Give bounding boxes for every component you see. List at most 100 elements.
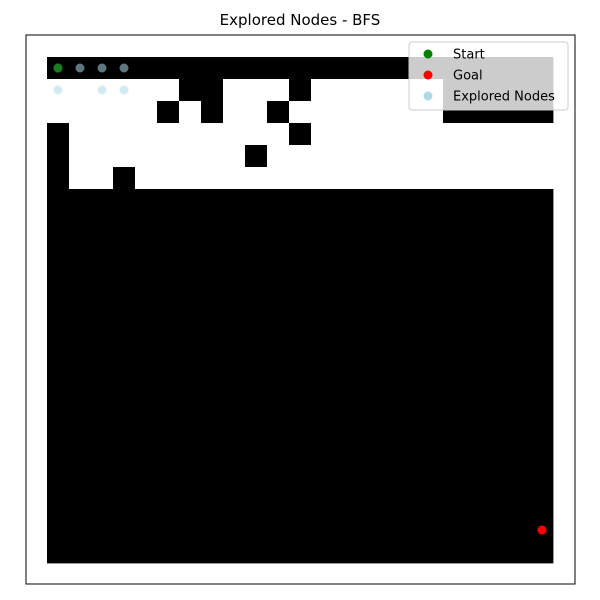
wall-cell: [487, 475, 510, 498]
wall-cell: [421, 365, 444, 388]
wall-cell: [333, 541, 356, 564]
wall-cell: [399, 255, 422, 278]
wall-cell: [311, 365, 334, 388]
wall-cell: [223, 299, 246, 322]
free-cell: [311, 145, 334, 168]
wall-cell: [69, 343, 92, 366]
free-cell: [355, 101, 378, 124]
wall-cell: [91, 299, 114, 322]
wall-cell: [509, 475, 532, 498]
wall-cell: [267, 277, 290, 300]
wall-cell: [487, 233, 510, 256]
wall-cell: [113, 255, 136, 278]
wall-cell: [113, 497, 136, 520]
wall-cell: [531, 233, 554, 256]
wall-cell: [47, 255, 70, 278]
wall-cell: [267, 211, 290, 234]
wall-cell: [245, 299, 268, 322]
wall-cell: [47, 321, 70, 344]
wall-cell: [69, 387, 92, 410]
wall-cell: [377, 189, 400, 212]
wall-cell: [157, 541, 180, 564]
free-cell: [487, 123, 510, 146]
explored-node-point: [97, 85, 107, 95]
wall-cell: [201, 79, 224, 102]
wall-cell: [91, 255, 114, 278]
free-cell: [245, 101, 268, 124]
wall-cell: [113, 277, 136, 300]
wall-cell: [421, 431, 444, 454]
wall-cell: [157, 277, 180, 300]
wall-cell: [399, 475, 422, 498]
wall-cell: [267, 321, 290, 344]
free-cell: [509, 123, 532, 146]
wall-cell: [421, 519, 444, 542]
wall-cell: [135, 299, 158, 322]
wall-cell: [333, 431, 356, 454]
wall-cell: [531, 453, 554, 476]
free-cell: [465, 123, 488, 146]
wall-cell: [289, 299, 312, 322]
wall-cell: [113, 519, 136, 542]
wall-cell: [69, 475, 92, 498]
wall-cell: [69, 541, 92, 564]
wall-cell: [157, 409, 180, 432]
wall-cell: [245, 211, 268, 234]
wall-cell: [47, 365, 70, 388]
wall-cell: [267, 409, 290, 432]
wall-cell: [245, 541, 268, 564]
free-cell: [465, 167, 488, 190]
wall-cell: [135, 409, 158, 432]
wall-cell: [69, 277, 92, 300]
wall-cell: [443, 299, 466, 322]
wall-cell: [355, 277, 378, 300]
wall-cell: [223, 541, 246, 564]
wall-cell: [267, 497, 290, 520]
wall-cell: [311, 387, 334, 410]
wall-cell: [201, 255, 224, 278]
free-cell: [223, 79, 246, 102]
wall-cell: [289, 365, 312, 388]
wall-cell: [179, 475, 202, 498]
wall-cell: [465, 189, 488, 212]
wall-cell: [135, 277, 158, 300]
wall-cell: [399, 431, 422, 454]
wall-cell: [223, 497, 246, 520]
wall-cell: [223, 189, 246, 212]
free-cell: [311, 167, 334, 190]
wall-cell: [223, 57, 246, 80]
wall-cell: [223, 211, 246, 234]
wall-cell: [179, 255, 202, 278]
wall-cell: [69, 453, 92, 476]
free-cell: [531, 145, 554, 168]
wall-cell: [69, 409, 92, 432]
wall-cell: [509, 387, 532, 410]
wall-cell: [399, 277, 422, 300]
wall-cell: [223, 387, 246, 410]
wall-cell: [311, 57, 334, 80]
wall-cell: [223, 519, 246, 542]
wall-cell: [487, 255, 510, 278]
wall-cell: [311, 255, 334, 278]
wall-cell: [47, 233, 70, 256]
wall-cell: [135, 211, 158, 234]
free-cell: [465, 145, 488, 168]
wall-cell: [47, 277, 70, 300]
free-cell: [355, 167, 378, 190]
wall-cell: [333, 189, 356, 212]
wall-cell: [531, 541, 554, 564]
free-cell: [113, 101, 136, 124]
wall-cell: [531, 409, 554, 432]
free-cell: [289, 167, 312, 190]
wall-cell: [355, 409, 378, 432]
free-cell: [311, 101, 334, 124]
wall-cell: [69, 233, 92, 256]
free-cell: [179, 123, 202, 146]
wall-cell: [69, 365, 92, 388]
wall-cell: [443, 475, 466, 498]
wall-cell: [465, 431, 488, 454]
wall-cell: [245, 431, 268, 454]
free-cell: [443, 123, 466, 146]
wall-cell: [91, 387, 114, 410]
wall-cell: [377, 321, 400, 344]
